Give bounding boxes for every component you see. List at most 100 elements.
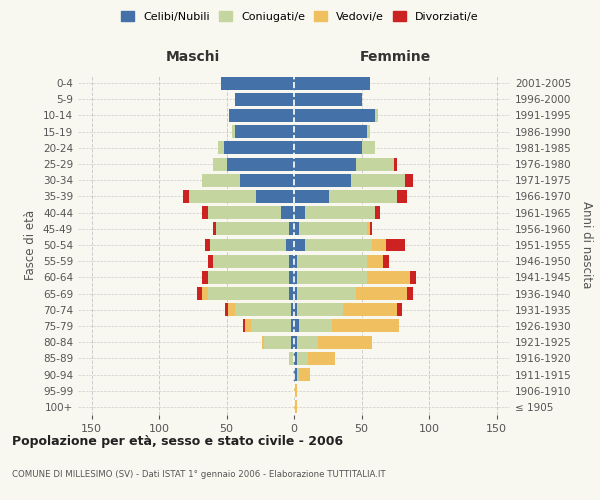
Bar: [296, 271, 367, 284]
Bar: [296, 336, 319, 348]
Bar: [294, 142, 361, 154]
Bar: [208, 287, 289, 300]
Bar: [205, 238, 210, 252]
Legend: Celibi/Nubili, Coniugati/e, Vedovi/e, Divorziati/e: Celibi/Nubili, Coniugati/e, Vedovi/e, Di…: [118, 8, 482, 25]
Bar: [286, 238, 294, 252]
Bar: [292, 336, 294, 348]
Bar: [319, 336, 372, 348]
Bar: [289, 254, 294, 268]
Bar: [407, 287, 413, 300]
Bar: [394, 158, 397, 170]
Bar: [372, 238, 386, 252]
Bar: [296, 304, 343, 316]
Bar: [294, 352, 296, 365]
Bar: [410, 271, 415, 284]
Bar: [294, 76, 370, 90]
Bar: [232, 125, 235, 138]
Bar: [308, 352, 335, 365]
Bar: [375, 206, 380, 219]
Bar: [281, 206, 294, 219]
Bar: [305, 238, 372, 252]
Text: Popolazione per età, sesso e stato civile - 2006: Popolazione per età, sesso e stato civil…: [12, 435, 343, 448]
Y-axis label: Fasce di età: Fasce di età: [25, 210, 37, 280]
Bar: [256, 190, 294, 203]
Bar: [296, 352, 308, 365]
Bar: [213, 222, 216, 235]
Bar: [294, 174, 350, 186]
Bar: [197, 287, 202, 300]
Bar: [299, 320, 332, 332]
Bar: [208, 206, 281, 219]
Text: COMUNE DI MILLESIMO (SV) - Dati ISTAT 1° gennaio 2006 - Elaborazione TUTTITALIA.: COMUNE DI MILLESIMO (SV) - Dati ISTAT 1°…: [12, 470, 386, 479]
Bar: [225, 304, 228, 316]
Bar: [292, 304, 294, 316]
Bar: [216, 222, 289, 235]
Bar: [202, 206, 208, 219]
Bar: [289, 352, 294, 365]
Bar: [294, 304, 296, 316]
Bar: [184, 190, 188, 203]
Bar: [221, 76, 294, 90]
Text: Femmine: Femmine: [359, 50, 431, 64]
Bar: [235, 93, 294, 106]
Bar: [289, 271, 294, 284]
Bar: [294, 206, 305, 219]
Bar: [329, 190, 397, 203]
Bar: [202, 287, 208, 300]
Bar: [294, 400, 296, 413]
Bar: [294, 336, 296, 348]
Bar: [294, 368, 296, 381]
Bar: [386, 238, 405, 252]
Bar: [208, 271, 289, 284]
Bar: [294, 384, 296, 397]
Bar: [289, 287, 294, 300]
Bar: [227, 158, 294, 170]
Bar: [361, 142, 375, 154]
Bar: [242, 320, 245, 332]
Bar: [294, 125, 367, 138]
Bar: [202, 174, 240, 186]
Bar: [383, 254, 389, 268]
Bar: [224, 142, 294, 154]
Bar: [262, 336, 265, 348]
Bar: [294, 190, 329, 203]
Bar: [343, 304, 397, 316]
Bar: [245, 320, 251, 332]
Bar: [294, 158, 356, 170]
Bar: [188, 190, 256, 203]
Bar: [294, 254, 296, 268]
Bar: [367, 254, 383, 268]
Text: Maschi: Maschi: [166, 50, 220, 64]
Bar: [350, 174, 404, 186]
Bar: [299, 222, 367, 235]
Bar: [356, 158, 394, 170]
Bar: [370, 222, 372, 235]
Bar: [296, 254, 367, 268]
Bar: [397, 304, 402, 316]
Bar: [367, 125, 370, 138]
Bar: [397, 190, 407, 203]
Bar: [299, 368, 310, 381]
Bar: [405, 174, 413, 186]
Bar: [202, 271, 208, 284]
Bar: [375, 109, 378, 122]
Bar: [356, 287, 407, 300]
Bar: [229, 109, 294, 122]
Bar: [240, 174, 294, 186]
Bar: [228, 304, 235, 316]
Bar: [332, 320, 400, 332]
Bar: [367, 222, 370, 235]
Bar: [294, 320, 299, 332]
Bar: [235, 304, 292, 316]
Bar: [213, 254, 289, 268]
Bar: [292, 320, 294, 332]
Bar: [367, 271, 410, 284]
Bar: [213, 158, 227, 170]
Bar: [305, 206, 375, 219]
Y-axis label: Anni di nascita: Anni di nascita: [580, 202, 593, 288]
Bar: [296, 368, 299, 381]
Bar: [294, 271, 296, 284]
Bar: [218, 142, 224, 154]
Bar: [208, 254, 213, 268]
Bar: [293, 368, 294, 381]
